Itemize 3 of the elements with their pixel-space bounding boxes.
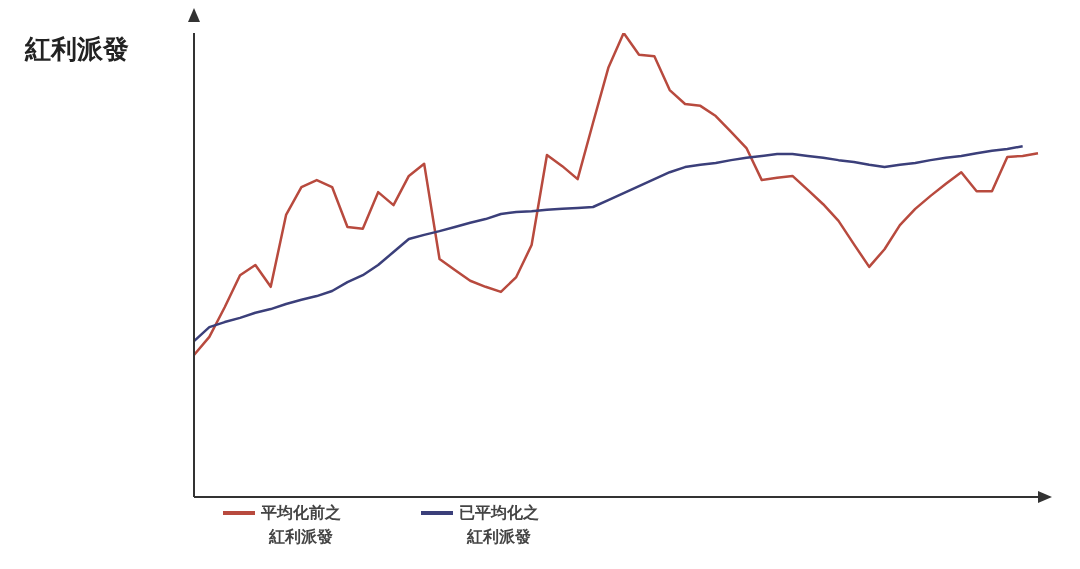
legend-label: 平均化前之紅利派發	[261, 502, 341, 548]
legend-label: 已平均化之紅利派發	[459, 502, 539, 548]
y-axis-title: 紅利派發	[25, 33, 129, 66]
